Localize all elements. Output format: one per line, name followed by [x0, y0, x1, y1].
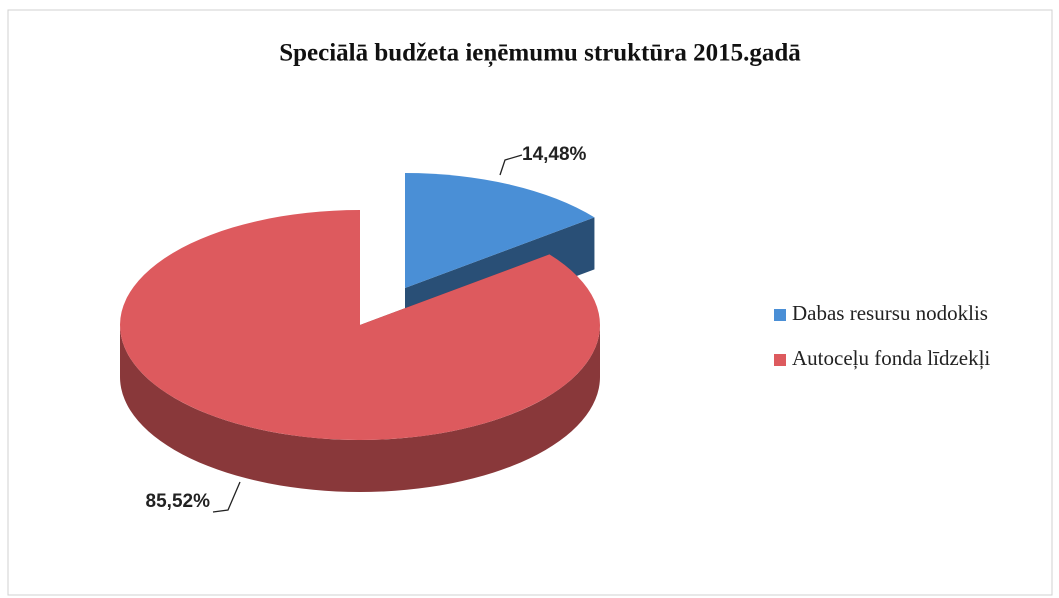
slice — [405, 173, 595, 288]
leader-line — [212, 481, 241, 513]
legend-marker — [774, 354, 786, 366]
chart-title: Speciālā budžeta ieņēmumu struktūra 2015… — [279, 40, 801, 68]
slice — [120, 210, 601, 441]
slice-side — [120, 325, 600, 492]
legend-label: Dabas resursu nodoklis — [792, 301, 988, 325]
legend-label: Autoceļu fonda līdzekļi — [792, 346, 990, 370]
legend-marker — [774, 309, 786, 321]
data-label: 85,52% — [146, 491, 211, 512]
data-label: 14,48% — [522, 144, 587, 165]
leader-line — [499, 154, 523, 176]
